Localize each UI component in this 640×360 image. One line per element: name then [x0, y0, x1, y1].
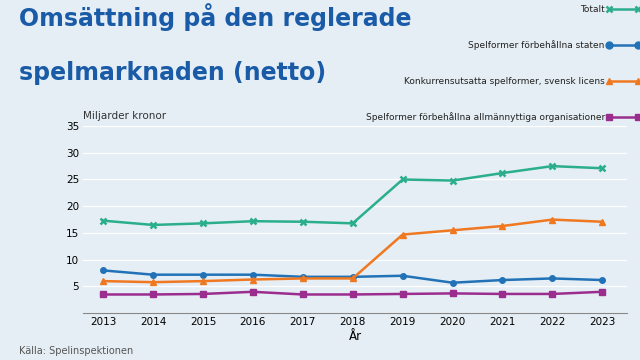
Konkurrensutsatta spelformer, svensk licens [548, 217, 556, 222]
Spelformer förbehållna allmännyttiga organisationer [99, 292, 107, 297]
Spelformer förbehållna allmännyttiga organisationer [149, 292, 157, 297]
Totalt [199, 221, 207, 225]
Text: Spelformer förbehållna staten: Spelformer förbehållna staten [468, 40, 605, 50]
Spelformer förbehållna staten [499, 278, 506, 282]
Konkurrensutsatta spelformer, svensk licens [598, 220, 606, 224]
Text: Omsättning på den reglerade: Omsättning på den reglerade [19, 4, 412, 31]
X-axis label: År: År [349, 330, 362, 343]
Text: Miljarder kronor: Miljarder kronor [83, 111, 166, 121]
Text: Konkurrensutsatta spelformer, svensk licens: Konkurrensutsatta spelformer, svensk lic… [404, 77, 605, 85]
Spelformer förbehållna staten [149, 273, 157, 277]
Spelformer förbehållna allmännyttiga organisationer [499, 292, 506, 296]
Line: Totalt: Totalt [100, 163, 605, 229]
Spelformer förbehållna allmännyttiga organisationer [199, 292, 207, 296]
Konkurrensutsatta spelformer, svensk licens [399, 233, 406, 237]
Totalt [449, 179, 456, 183]
Konkurrensutsatta spelformer, svensk licens [149, 280, 157, 284]
Line: Spelformer förbehållna staten: Spelformer förbehållna staten [100, 267, 605, 285]
Spelformer förbehållna staten [399, 274, 406, 278]
Spelformer förbehållna allmännyttiga organisationer [399, 292, 406, 296]
Spelformer förbehållna staten [349, 275, 356, 279]
Spelformer förbehållna staten [199, 273, 207, 277]
Konkurrensutsatta spelformer, svensk licens [449, 228, 456, 233]
Totalt [399, 177, 406, 182]
Spelformer förbehållna allmännyttiga organisationer [449, 291, 456, 296]
Totalt [598, 166, 606, 170]
Spelformer förbehållna allmännyttiga organisationer [249, 290, 257, 294]
Spelformer förbehållna allmännyttiga organisationer [299, 292, 307, 297]
Totalt [499, 171, 506, 175]
Spelformer förbehållna allmännyttiga organisationer [548, 292, 556, 296]
Spelformer förbehållna staten [299, 275, 307, 279]
Text: Spelformer förbehållna allmännyttiga organisationer: Spelformer förbehållna allmännyttiga org… [365, 112, 605, 122]
Spelformer förbehållna staten [598, 278, 606, 282]
Konkurrensutsatta spelformer, svensk licens [349, 276, 356, 280]
Spelformer förbehållna staten [548, 276, 556, 280]
Totalt [349, 221, 356, 225]
Line: Spelformer förbehållna allmännyttiga organisationer: Spelformer förbehållna allmännyttiga org… [100, 289, 605, 297]
Totalt [548, 164, 556, 168]
Line: Konkurrensutsatta spelformer, svensk licens: Konkurrensutsatta spelformer, svensk lic… [100, 216, 605, 285]
Spelformer förbehållna allmännyttiga organisationer [349, 292, 356, 297]
Text: Källa: Spelinspektionen: Källa: Spelinspektionen [19, 346, 134, 356]
Totalt [299, 220, 307, 224]
Spelformer förbehållna staten [99, 268, 107, 273]
Spelformer förbehållna staten [249, 273, 257, 277]
Konkurrensutsatta spelformer, svensk licens [199, 279, 207, 283]
Spelformer förbehållna staten [449, 280, 456, 285]
Totalt [149, 223, 157, 227]
Konkurrensutsatta spelformer, svensk licens [299, 276, 307, 280]
Totalt [249, 219, 257, 223]
Text: Totalt: Totalt [580, 4, 605, 13]
Totalt [99, 219, 107, 223]
Konkurrensutsatta spelformer, svensk licens [249, 277, 257, 282]
Spelformer förbehållna allmännyttiga organisationer [598, 290, 606, 294]
Text: spelmarknaden (netto): spelmarknaden (netto) [19, 61, 326, 85]
Konkurrensutsatta spelformer, svensk licens [99, 279, 107, 283]
Konkurrensutsatta spelformer, svensk licens [499, 224, 506, 228]
